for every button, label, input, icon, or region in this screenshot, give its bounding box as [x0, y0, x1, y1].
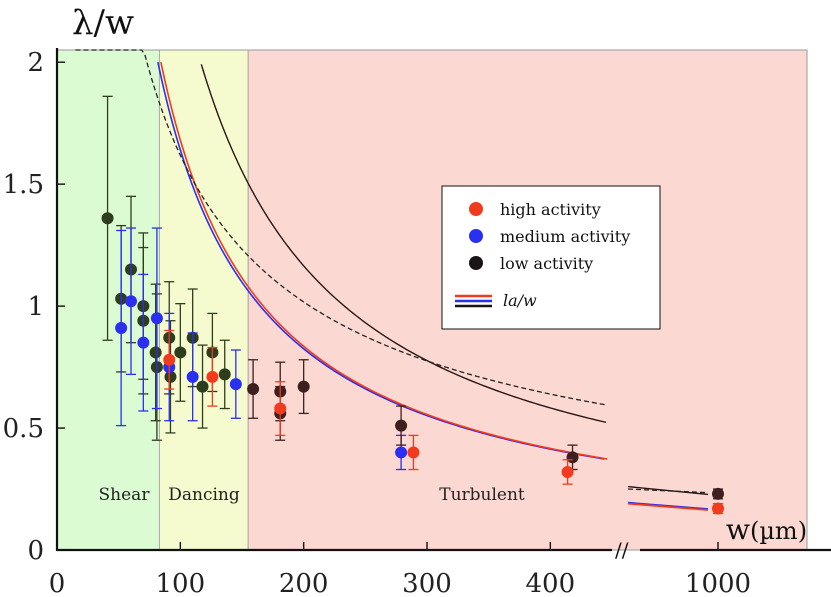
x-axis-label-var: w	[726, 513, 750, 546]
y-tick-label: 2	[27, 48, 44, 78]
data-point	[206, 346, 219, 407]
x-tick-label: 1000	[685, 569, 751, 597]
curve-fit-dashed	[75, 49, 606, 406]
marker	[196, 380, 209, 393]
data-point	[712, 487, 724, 500]
marker	[186, 370, 199, 383]
x-tick-label: 400	[526, 569, 576, 597]
marker	[164, 370, 177, 383]
y-tick-label: 0	[27, 536, 44, 566]
marker	[206, 370, 219, 383]
curve-segment-fit	[627, 488, 709, 494]
curve-segment-medium	[627, 501, 709, 510]
region-label-dancing: Dancing	[168, 485, 240, 505]
data-point	[196, 344, 209, 429]
marker	[101, 212, 114, 225]
data-point	[247, 359, 260, 419]
x-tick-label: 200	[279, 569, 329, 597]
marker	[149, 346, 162, 359]
data-point	[101, 95, 114, 341]
y-tick-label: 1	[27, 292, 44, 322]
x-axis-label-unit: (µm)	[750, 517, 807, 545]
data-point	[125, 227, 137, 376]
region-label-shear: Shear	[99, 485, 151, 505]
curves	[75, 49, 709, 511]
data-point	[395, 405, 408, 446]
curve-la-w-low	[200, 64, 606, 423]
data-point	[149, 283, 162, 422]
marker	[115, 322, 128, 335]
data-point	[137, 273, 150, 412]
marker	[247, 383, 260, 396]
x-tick-label: 100	[156, 569, 206, 597]
legend-label: low activity	[500, 254, 593, 273]
data-point	[150, 227, 163, 410]
marker	[712, 502, 724, 515]
ticks: 0 100 200 300 400 1000 0 0.5 1 1.5 2	[3, 48, 751, 597]
data-point	[186, 332, 199, 422]
data-point	[163, 329, 176, 390]
data-points	[101, 95, 724, 515]
marker	[712, 487, 724, 500]
marker	[395, 419, 408, 432]
data-point	[407, 434, 420, 471]
data-point	[174, 303, 187, 402]
data-point	[115, 229, 128, 427]
x-axis-label: w(µm)	[726, 513, 807, 546]
marker	[407, 446, 420, 459]
legend-marker	[469, 202, 483, 216]
marker	[125, 295, 137, 308]
data-point	[218, 339, 231, 410]
marker	[561, 465, 574, 478]
region-dancing	[158, 49, 249, 551]
legend-marker	[469, 229, 483, 243]
marker	[395, 446, 408, 459]
y-tick-label: 1.5	[3, 170, 44, 200]
curve-la-w-high	[160, 62, 608, 460]
y-axis-label: λ/w	[72, 3, 134, 43]
x-tick-label: 300	[402, 569, 452, 597]
data-point	[561, 459, 574, 485]
marker	[566, 451, 579, 464]
marker	[163, 353, 176, 366]
axes: // λ/w w(µm)	[55, 3, 831, 562]
marker	[274, 402, 287, 415]
legend-line-label: la/w	[503, 291, 537, 310]
data-point	[229, 349, 242, 419]
legend: high activity medium activity low activity…	[441, 185, 661, 330]
data-point	[712, 502, 724, 515]
region-label-turbulent: Turbulent	[439, 485, 525, 505]
marker	[218, 368, 231, 381]
marker	[229, 378, 242, 391]
marker	[150, 312, 163, 325]
axis-break-symbol: //	[615, 538, 629, 562]
marker	[297, 380, 310, 393]
marker	[174, 346, 187, 359]
region-labels: Shear Dancing Turbulent	[99, 485, 525, 505]
data-point	[164, 320, 177, 434]
x-tick-label: 0	[49, 569, 66, 597]
data-point	[274, 381, 287, 437]
legend-label: high activity	[500, 200, 601, 219]
legend-label: medium activity	[500, 227, 630, 246]
marker	[137, 336, 150, 349]
y-tick-label: 0.5	[3, 414, 44, 444]
legend-marker	[469, 256, 483, 270]
curve-segment-high	[627, 502, 709, 511]
data-point	[297, 359, 310, 415]
